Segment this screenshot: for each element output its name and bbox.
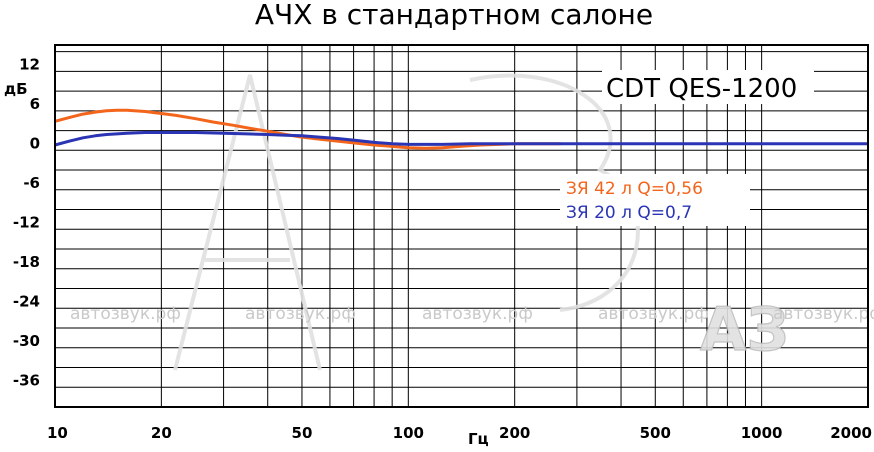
x-tick-label: 200 <box>499 424 530 442</box>
y-tick-label: -18 <box>13 253 40 271</box>
legend: ЗЯ 42 л Q=0,56 ЗЯ 20 л Q=0,7 <box>560 174 750 226</box>
x-tick-label: 10 <box>47 424 68 442</box>
y-tick-label: -12 <box>13 214 40 232</box>
x-tick-label: 50 <box>292 424 313 442</box>
legend-item-1: ЗЯ 42 л Q=0,56 <box>566 179 703 199</box>
x-tick-label: 2000 <box>830 424 872 442</box>
x-tick-label: 20 <box>151 424 172 442</box>
legend-item-2: ЗЯ 20 л Q=0,7 <box>566 203 692 223</box>
plot-frame <box>54 44 869 408</box>
x-axis-label: Гц <box>468 430 489 448</box>
y-ticks: 12 6 0 -6 -12 -18 -24 -30 -36 <box>13 56 40 390</box>
model-label: CDT QES-1200 <box>606 74 797 104</box>
y-tick-label: 12 <box>19 56 40 74</box>
watermark-text: автозвук.рф <box>245 304 356 324</box>
y-tick-label: 0 <box>30 135 40 153</box>
y-tick-label: -30 <box>13 332 40 350</box>
watermark: автозвук.рф автозвук.рф автозвук.рф автозву… <box>70 304 874 324</box>
series <box>54 108 868 150</box>
y-tick-label: -36 <box>13 372 40 390</box>
chart-title: АЧХ в стандартном салоне <box>255 0 653 31</box>
y-tick-label: -6 <box>23 174 40 192</box>
watermark-text: автозвук.рф <box>773 304 874 324</box>
watermark-text: автозвук.рф <box>598 304 709 324</box>
watermark-text: автозвук.рф <box>70 304 181 324</box>
watermark-logo-text: АЗ <box>700 295 789 365</box>
y-axis-label: дБ <box>4 80 28 98</box>
x-tick-label: 100 <box>393 424 424 442</box>
watermark-logo: АЗ <box>173 73 790 371</box>
legend-bg <box>560 174 750 226</box>
x-ticks: 10 20 50 100 200 500 1000 2000 <box>47 424 872 442</box>
y-tick-label: -24 <box>13 293 40 311</box>
x-tick-label: 500 <box>640 424 671 442</box>
watermark-text: автозвук.рф <box>422 304 533 324</box>
series-line-2 <box>54 131 868 147</box>
model-label-bg <box>602 70 814 104</box>
y-tick-label: 6 <box>30 95 40 113</box>
x-tick-label: 1000 <box>741 424 783 442</box>
